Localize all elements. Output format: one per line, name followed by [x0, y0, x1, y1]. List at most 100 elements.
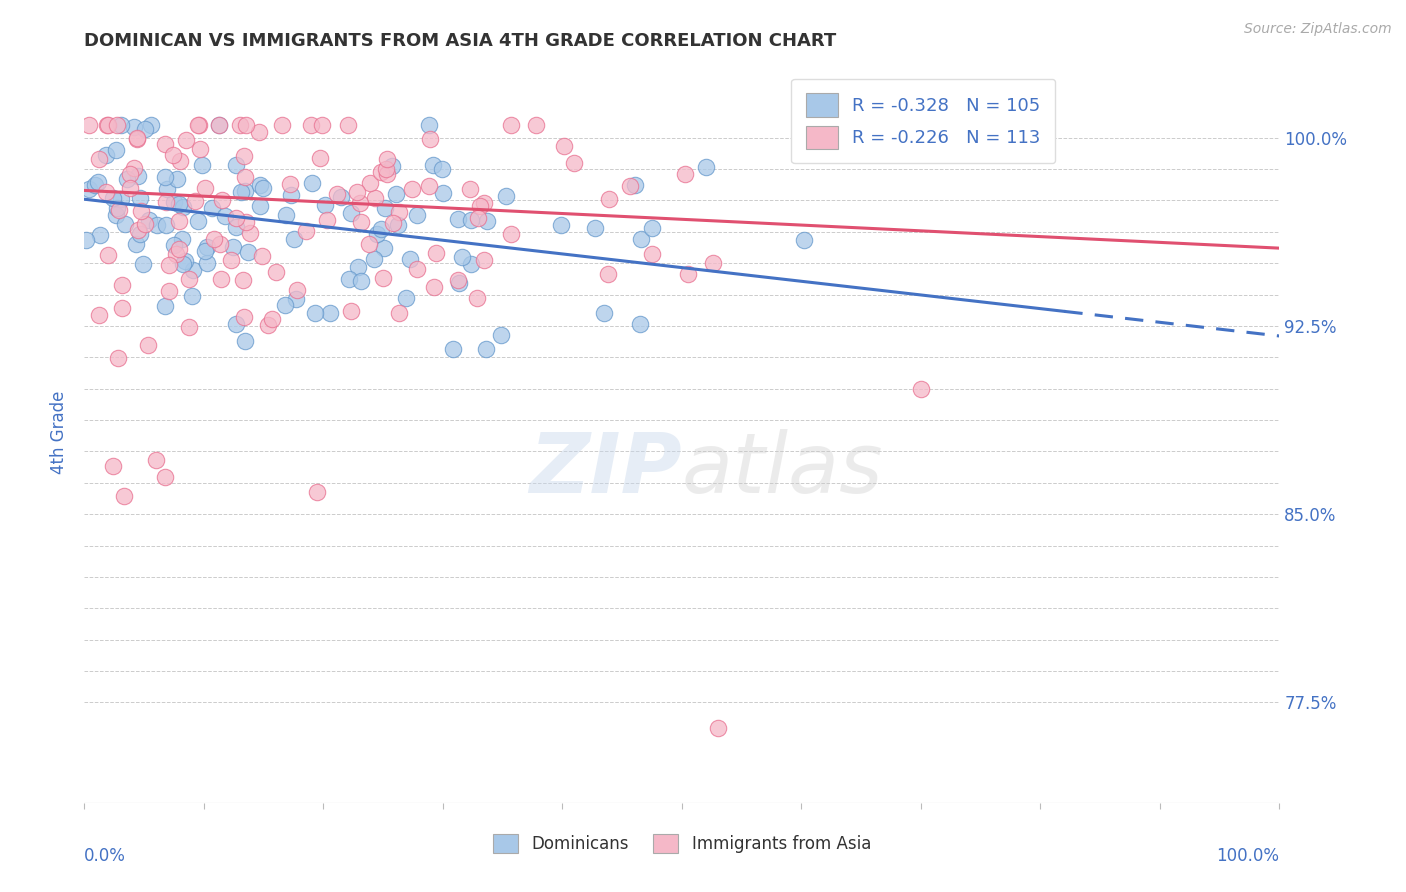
- Text: DOMINICAN VS IMMIGRANTS FROM ASIA 4TH GRADE CORRELATION CHART: DOMINICAN VS IMMIGRANTS FROM ASIA 4TH GR…: [84, 32, 837, 50]
- Point: [94, 185, 117, 199]
- Point: [278, 178, 301, 192]
- Point: [127, 169, 149, 183]
- Point: [127, 132, 149, 146]
- Point: [139, 118, 162, 132]
- Point: [375, 167, 398, 181]
- Point: [155, 137, 177, 152]
- Point: [118, 167, 141, 181]
- Point: [470, 199, 492, 213]
- Text: atlas: atlas: [682, 429, 883, 510]
- Point: [472, 253, 495, 268]
- Point: [628, 317, 651, 331]
- Point: [395, 291, 418, 305]
- Point: [110, 118, 132, 132]
- Point: [339, 272, 361, 286]
- Legend: Dominicans, Immigrants from Asia: Dominicans, Immigrants from Asia: [484, 825, 880, 861]
- Point: [167, 214, 190, 228]
- Point: [104, 143, 127, 157]
- Point: [153, 299, 176, 313]
- Point: [233, 310, 256, 325]
- Point: [232, 273, 254, 287]
- Point: [222, 240, 245, 254]
- Point: [239, 226, 262, 240]
- Point: [163, 195, 186, 210]
- Point: [122, 120, 145, 134]
- Point: [134, 122, 156, 136]
- Point: [132, 257, 155, 271]
- Point: [166, 171, 188, 186]
- Point: [117, 172, 139, 186]
- Point: [236, 245, 259, 260]
- Point: [430, 161, 453, 176]
- Point: [350, 274, 373, 288]
- Point: [340, 303, 363, 318]
- Point: [619, 178, 641, 193]
- Point: [382, 216, 405, 230]
- Point: [270, 118, 292, 132]
- Point: [107, 351, 129, 365]
- Point: [553, 139, 575, 153]
- Point: [84, 178, 107, 193]
- Point: [233, 148, 256, 162]
- Point: [209, 237, 232, 252]
- Text: Source: ZipAtlas.com: Source: ZipAtlas.com: [1244, 22, 1392, 37]
- Point: [105, 118, 128, 132]
- Point: [165, 247, 187, 261]
- Point: [375, 153, 398, 167]
- Point: [94, 147, 117, 161]
- Point: [357, 236, 380, 251]
- Point: [167, 197, 190, 211]
- Point: [432, 186, 454, 201]
- Point: [695, 161, 717, 175]
- Point: [422, 280, 444, 294]
- Point: [304, 306, 326, 320]
- Point: [87, 175, 110, 189]
- Point: [273, 298, 295, 312]
- Point: [419, 132, 441, 146]
- Point: [214, 209, 236, 223]
- Point: [441, 342, 464, 356]
- Point: [550, 218, 572, 232]
- Point: [162, 147, 184, 161]
- Point: [155, 218, 177, 232]
- Point: [489, 327, 512, 342]
- Point: [172, 200, 194, 214]
- Point: [460, 257, 482, 271]
- Point: [125, 236, 148, 251]
- Point: [624, 178, 647, 192]
- Point: [184, 194, 207, 208]
- Point: [299, 118, 322, 132]
- Point: [630, 232, 652, 246]
- Point: [89, 227, 111, 242]
- Y-axis label: 4th Grade: 4th Grade: [51, 391, 69, 475]
- Point: [194, 181, 217, 195]
- Point: [112, 489, 135, 503]
- Point: [399, 252, 422, 266]
- Point: [702, 256, 724, 270]
- Point: [350, 215, 373, 229]
- Point: [110, 192, 132, 206]
- Point: [101, 459, 124, 474]
- Point: [190, 158, 212, 172]
- Point: [307, 484, 329, 499]
- Point: [285, 283, 308, 297]
- Point: [188, 143, 211, 157]
- Point: [370, 165, 392, 179]
- Point: [387, 218, 409, 232]
- Point: [169, 154, 191, 169]
- Point: [336, 118, 359, 132]
- Point: [77, 182, 100, 196]
- Point: [349, 196, 371, 211]
- Point: [97, 118, 120, 132]
- Point: [225, 317, 247, 331]
- Point: [127, 222, 149, 236]
- Point: [910, 382, 932, 396]
- Point: [346, 185, 368, 199]
- Point: [283, 232, 305, 246]
- Point: [104, 208, 127, 222]
- Point: [225, 211, 247, 226]
- Point: [172, 257, 194, 271]
- Point: [249, 199, 271, 213]
- Point: [641, 247, 664, 261]
- Point: [229, 118, 252, 132]
